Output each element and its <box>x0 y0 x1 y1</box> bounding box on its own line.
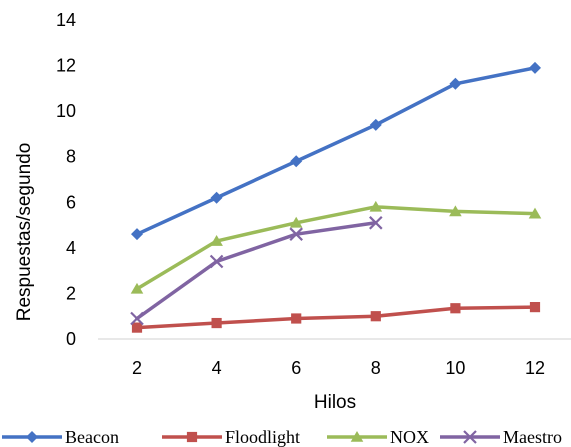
data-point <box>130 311 144 326</box>
y-tick-label: 14 <box>56 10 76 30</box>
data-point <box>289 227 303 241</box>
y-tick-label: 12 <box>56 56 76 76</box>
series-line <box>135 221 378 321</box>
data-point <box>210 191 223 204</box>
y-tick-label: 0 <box>66 329 76 349</box>
series-beacon <box>131 61 541 241</box>
legend-marker <box>26 431 38 443</box>
legend-marker <box>463 430 477 444</box>
x-tick-label: 10 <box>445 358 465 378</box>
legend-label: Maestro <box>503 427 562 447</box>
y-tick-label: 6 <box>66 192 76 212</box>
data-point <box>291 313 302 324</box>
data-point <box>209 254 224 269</box>
series-floodlight <box>131 302 541 333</box>
legend-item: Floodlight <box>162 427 300 447</box>
y-axis-ticks: 0 2 4 6 8 10 12 14 <box>56 10 76 349</box>
y-tick-label: 10 <box>56 101 76 121</box>
data-point <box>369 200 383 212</box>
x-tick-label: 8 <box>371 358 381 378</box>
data-point <box>528 207 542 219</box>
legend-label: Beacon <box>65 427 119 447</box>
legend-item: Maestro <box>440 427 562 447</box>
series-layer <box>130 61 542 333</box>
x-axis-title: Hilos <box>314 392 356 413</box>
data-point <box>131 322 143 333</box>
x-tick-label: 4 <box>212 358 222 378</box>
y-tick-label: 8 <box>66 147 76 167</box>
data-point <box>369 118 382 131</box>
legend-item: Beacon <box>2 427 119 447</box>
legend-label: Floodlight <box>225 427 300 447</box>
data-point <box>369 216 383 230</box>
data-point <box>449 205 462 217</box>
x-axis-ticks: 2 4 6 8 10 12 <box>132 358 545 378</box>
series-line <box>135 66 537 236</box>
data-point <box>290 155 303 168</box>
data-point <box>449 77 462 90</box>
x-tick-label: 6 <box>291 358 301 378</box>
data-point <box>370 311 381 322</box>
series-nox <box>130 200 542 294</box>
series-maestro <box>130 216 383 326</box>
y-axis-title: Respuestas/segundo <box>14 143 35 322</box>
series-line <box>135 205 537 291</box>
legend: Beacon Floodlight NOX Maestro <box>2 427 562 447</box>
y-tick-label: 4 <box>66 238 76 258</box>
data-point <box>130 282 144 294</box>
data-point <box>210 235 223 246</box>
legend-label: NOX <box>390 427 429 447</box>
data-point <box>211 317 222 329</box>
legend-marker <box>350 431 364 442</box>
y-tick-label: 2 <box>66 283 76 303</box>
x-tick-label: 12 <box>525 358 545 378</box>
data-point <box>529 61 541 74</box>
data-point <box>131 228 143 241</box>
data-point <box>450 303 461 314</box>
data-point <box>529 302 541 313</box>
data-point <box>289 216 303 228</box>
legend-marker <box>186 431 198 443</box>
series-line <box>135 305 537 330</box>
x-tick-label: 2 <box>132 358 142 378</box>
legend-item: NOX <box>327 427 429 447</box>
